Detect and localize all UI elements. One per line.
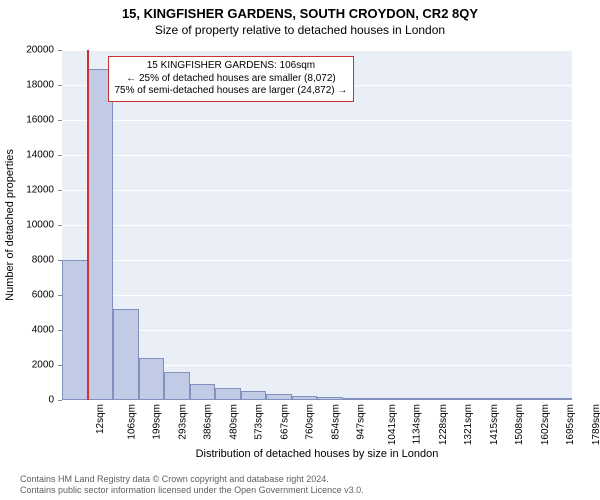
histogram-bar (164, 372, 190, 400)
y-tick-label: 4000 (32, 325, 54, 336)
y-tick-label: 18000 (26, 80, 54, 91)
x-tick-label: 667sqm (279, 404, 290, 440)
histogram-bar (113, 309, 139, 400)
x-tick-label: 1321sqm (463, 404, 474, 445)
footer-line2: Contains public sector information licen… (20, 485, 364, 496)
x-tick-label: 947sqm (356, 404, 367, 440)
annotation-line3: 75% of semi-detached houses are larger (… (115, 85, 348, 98)
x-tick-label: 1134sqm (411, 404, 422, 444)
chart-subtitle: Size of property relative to detached ho… (0, 21, 600, 37)
x-tick-label: 1228sqm (438, 404, 449, 445)
x-tick-label: 480sqm (228, 404, 239, 440)
x-tick-label: 1602sqm (540, 404, 551, 445)
histogram-bar (139, 358, 165, 400)
x-tick-label: 1789sqm (591, 404, 600, 445)
x-tick-label: 1415sqm (489, 404, 500, 445)
property-marker-line (87, 50, 89, 400)
x-tick-label: 854sqm (330, 404, 341, 440)
histogram-bar (88, 69, 114, 400)
x-tick-label: 106sqm (126, 404, 137, 440)
y-axis-ticks: 0200040006000800010000120001400016000180… (0, 50, 58, 400)
x-tick-label: 199sqm (152, 404, 163, 440)
y-tick-label: 8000 (32, 255, 54, 266)
footer-attribution: Contains HM Land Registry data © Crown c… (20, 474, 364, 496)
plot-area: 15 KINGFISHER GARDENS: 106sqm ← 25% of d… (62, 50, 572, 400)
y-tick-label: 20000 (26, 45, 54, 56)
annotation-line1: 15 KINGFISHER GARDENS: 106sqm (115, 60, 348, 73)
x-tick-label: 293sqm (177, 404, 188, 440)
y-tick-label: 10000 (26, 220, 54, 231)
y-tick-label: 14000 (26, 150, 54, 161)
x-tick-label: 386sqm (203, 404, 214, 440)
histogram-bar (190, 384, 216, 400)
x-axis-label: Distribution of detached houses by size … (62, 448, 572, 460)
histogram-bar (241, 391, 267, 400)
chart-title-address: 15, KINGFISHER GARDENS, SOUTH CROYDON, C… (0, 0, 600, 21)
x-tick-label: 1508sqm (514, 404, 525, 445)
histogram-bars (62, 50, 572, 400)
annotation-box: 15 KINGFISHER GARDENS: 106sqm ← 25% of d… (108, 56, 355, 102)
x-tick-label: 1041sqm (387, 404, 398, 445)
footer-line1: Contains HM Land Registry data © Crown c… (20, 474, 364, 485)
y-tick-label: 6000 (32, 290, 54, 301)
y-tick-label: 0 (48, 395, 54, 406)
x-tick-label: 1695sqm (565, 404, 576, 445)
x-tick-label: 760sqm (305, 404, 316, 440)
y-tick-label: 16000 (26, 115, 54, 126)
annotation-line2: ← 25% of detached houses are smaller (8,… (115, 73, 348, 86)
y-tick-label: 12000 (26, 185, 54, 196)
y-tick-label: 2000 (32, 360, 54, 371)
histogram-bar (62, 260, 88, 400)
histogram-bar (215, 388, 241, 400)
chart-container: 15, KINGFISHER GARDENS, SOUTH CROYDON, C… (0, 0, 600, 500)
x-tick-label: 12sqm (95, 404, 106, 434)
x-tick-label: 573sqm (254, 404, 265, 440)
